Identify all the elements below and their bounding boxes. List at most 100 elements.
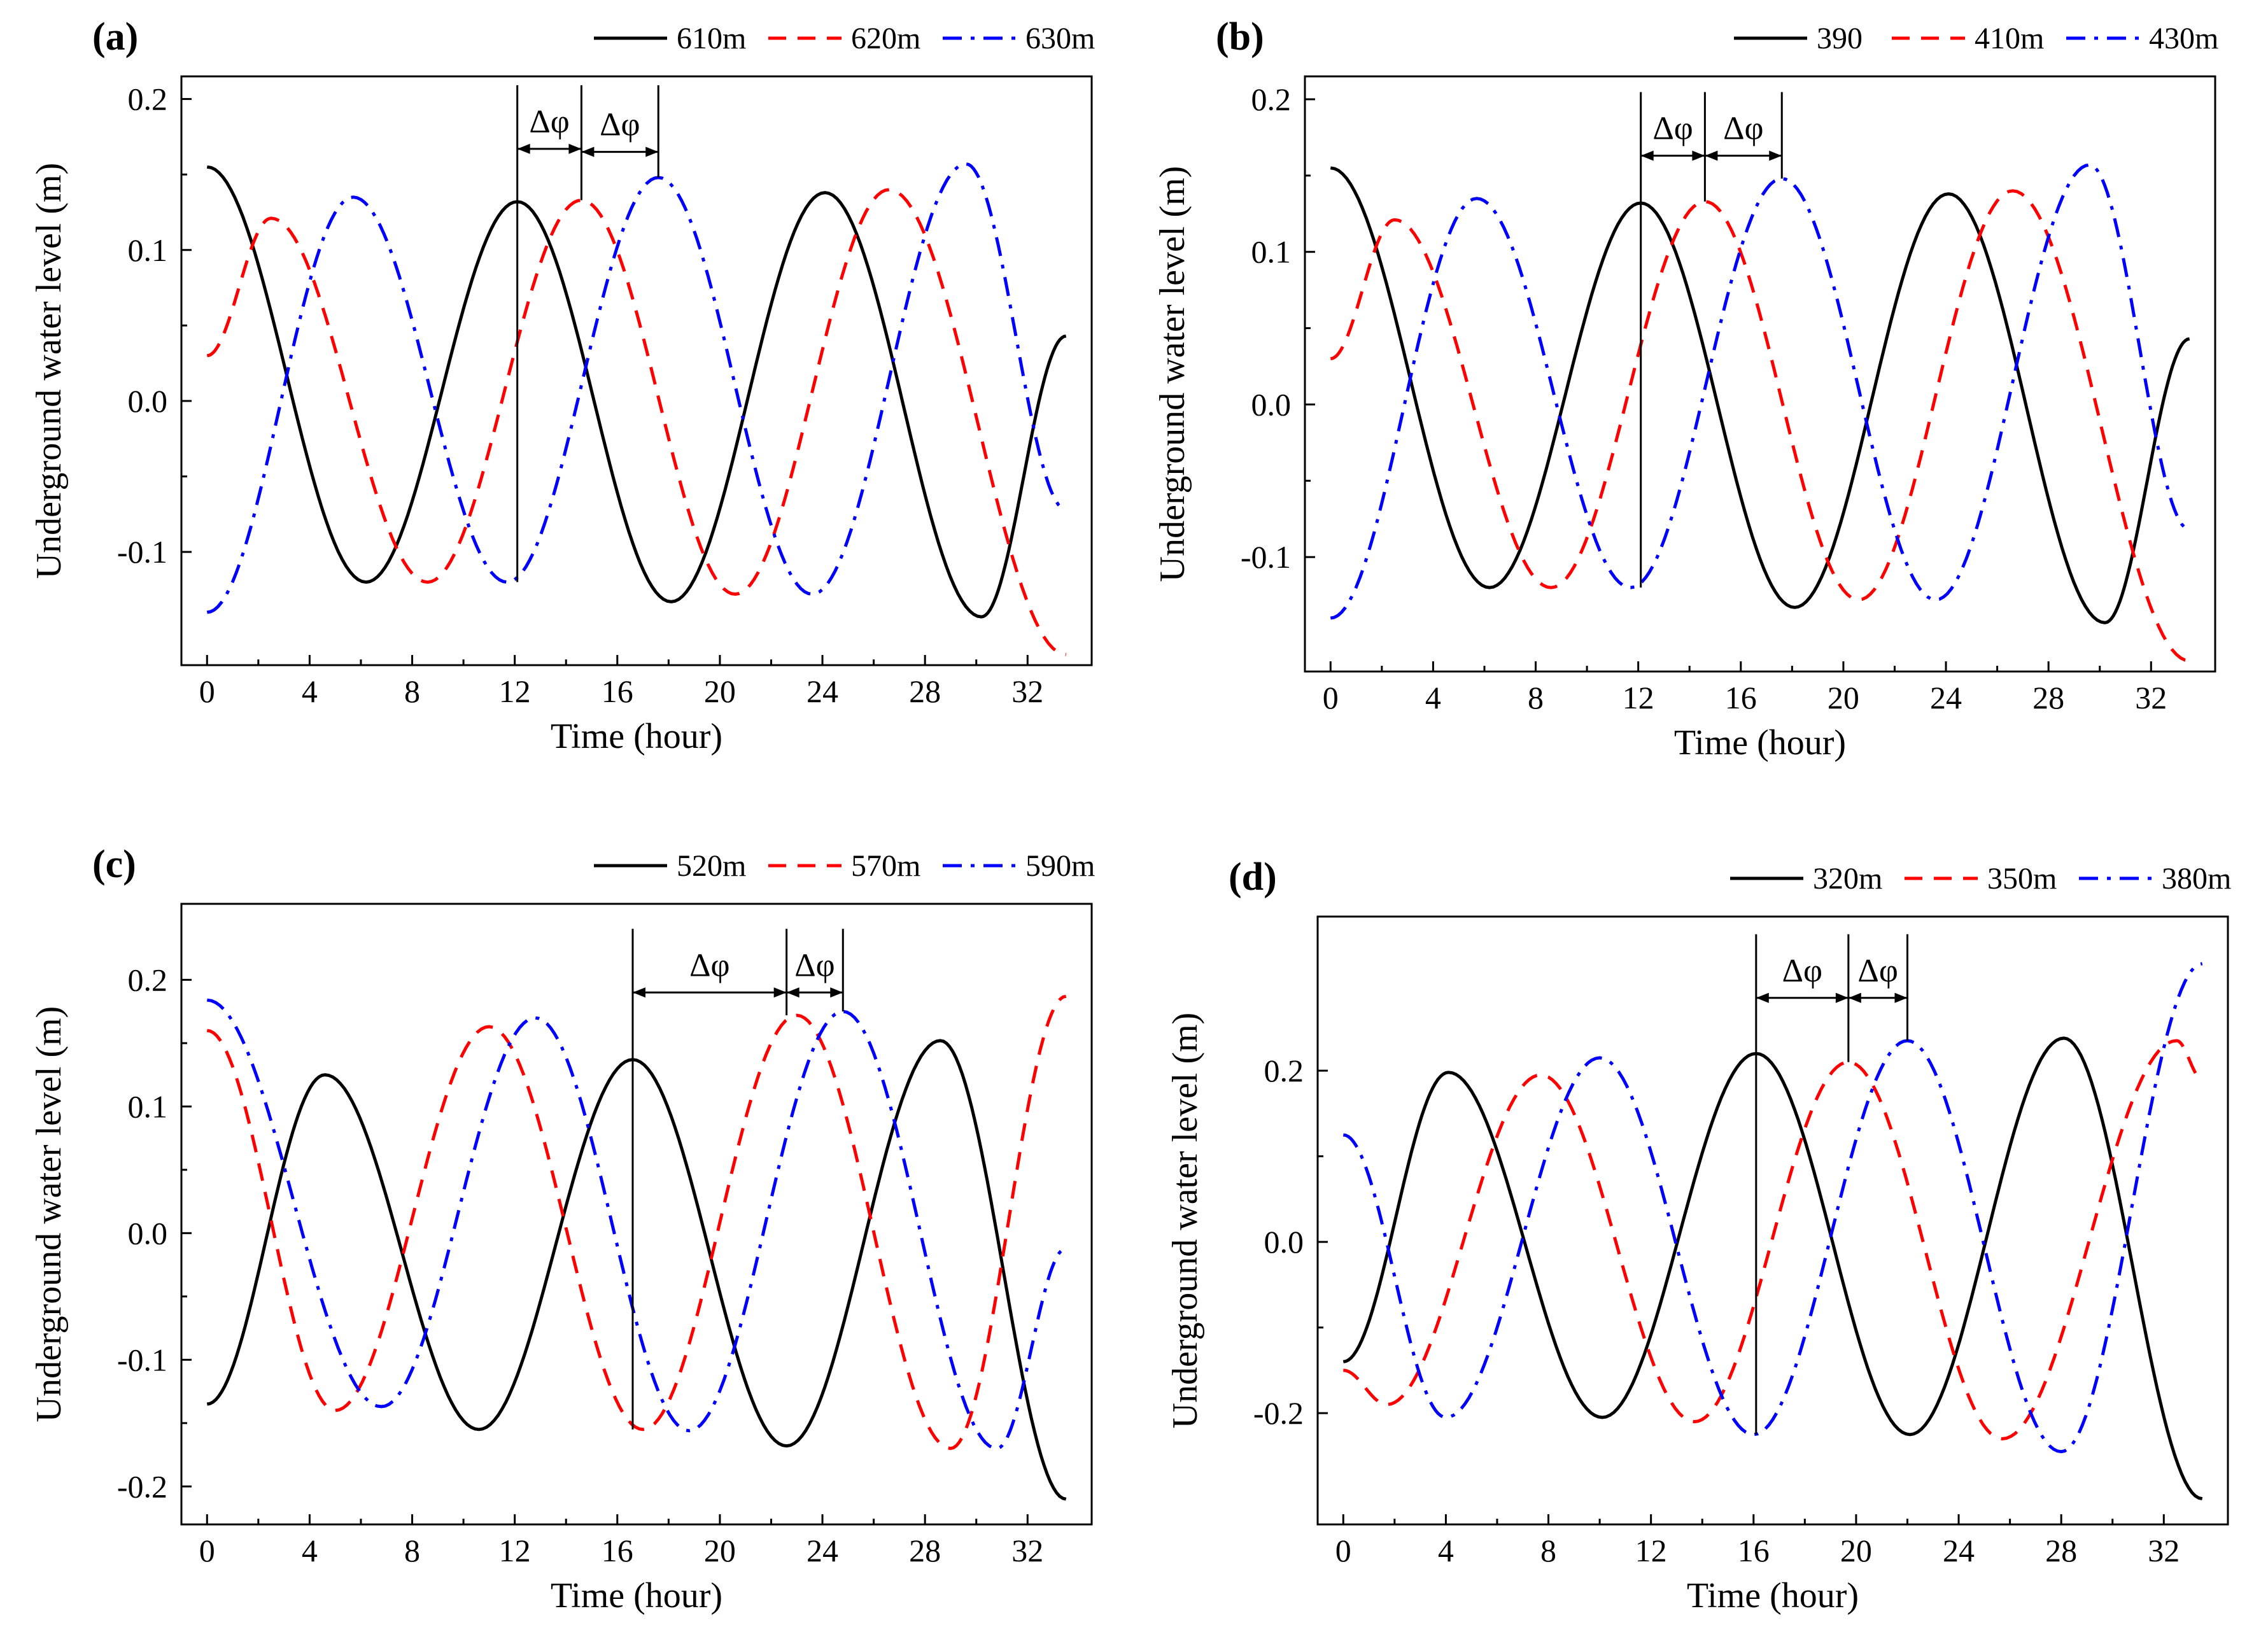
legend-label: 630m (1025, 22, 1095, 55)
legend-label: 390 (1817, 22, 1863, 55)
x-tick-label: 24 (806, 1533, 838, 1568)
arrow-head (1640, 150, 1654, 161)
x-tick-label: 28 (2032, 680, 2064, 715)
x-tick-label: 24 (1930, 680, 1962, 715)
legend-label: 520m (677, 849, 746, 883)
x-tick-label: 8 (1528, 680, 1544, 715)
y-tick-label: 0.0 (128, 1215, 168, 1251)
arrow-head (581, 146, 595, 157)
x-tick-label: 20 (704, 1533, 736, 1568)
series-line-320m (1342, 1036, 2203, 1501)
x-tick-label: 32 (2135, 680, 2167, 715)
arrow-head (632, 987, 645, 998)
x-tick-label: 4 (1438, 1533, 1454, 1568)
x-tick-label: 16 (1738, 1533, 1770, 1568)
y-tick-label: -0.1 (117, 534, 167, 570)
y-tick-label: 0.2 (1264, 1053, 1304, 1088)
x-tick-label: 4 (1425, 680, 1441, 715)
x-tick-label: 0 (1335, 1533, 1351, 1568)
x-axis-title: Time (hour) (1687, 1576, 1859, 1615)
arrow-head (830, 987, 843, 998)
y-axis-title: Underground water level (m) (29, 1006, 69, 1423)
delta-phi-label: Δφ (1782, 953, 1822, 989)
y-tick-label: -0.1 (1241, 539, 1291, 575)
series-group (206, 162, 1067, 656)
chart-panel: 0 4 8 12 16 20 24 28 32 -0.2 -0.1 0.0 0.1 0.2 Time (ho… (29, 843, 1095, 1615)
arrow-head (568, 143, 582, 154)
legend-label: 350m (1987, 862, 2057, 896)
legend-label: 410m (1975, 22, 2044, 55)
legend-label: 380m (2162, 862, 2231, 896)
x-tick-label: 0 (199, 673, 215, 709)
x-tick-label: 20 (1828, 680, 1859, 715)
x-tick-label: 32 (1011, 673, 1043, 709)
y-tick-label: 0.2 (128, 962, 168, 997)
series-group (1330, 163, 2190, 663)
legend-label: 430m (2149, 22, 2218, 55)
y-tick-label: -0.2 (117, 1468, 167, 1504)
plot-frame (1316, 915, 2229, 1526)
plot-frame (180, 75, 1093, 666)
series-line-520m (206, 1039, 1067, 1501)
series-line-380m (1342, 962, 2203, 1454)
arrow-head (1894, 992, 1908, 1003)
x-tick-label: 4 (302, 673, 318, 709)
y-tick-label: -0.1 (117, 1342, 167, 1377)
x-tick-label: 0 (1323, 680, 1339, 715)
delta-phi-label: Δφ (600, 107, 640, 143)
y-tick-label: 0.0 (128, 383, 168, 419)
x-axis-title: Time (hour) (551, 1576, 722, 1615)
series-group (1342, 962, 2204, 1501)
delta-phi-label: Δφ (1723, 111, 1763, 147)
arrow-head (786, 987, 799, 998)
x-tick-label: 28 (909, 1533, 941, 1568)
series-line-620m (206, 188, 1067, 656)
y-axis-title: Underground water level (m) (1166, 1013, 1205, 1429)
panel-label: (c) (92, 843, 136, 886)
plot-frame (180, 903, 1093, 1526)
x-tick-label: 12 (499, 673, 531, 709)
series-line-390 (1330, 166, 2190, 624)
legend-label: 320m (1813, 862, 1882, 896)
series-line-410m (1330, 189, 2190, 663)
series-line-430m (1330, 163, 2190, 620)
chart-panel: 0 4 8 12 16 20 24 28 32 -0.2 0.0 0.2 Time (hour) Unde… (1166, 855, 2231, 1615)
panel-label: (b) (1216, 15, 1264, 59)
x-tick-label: 12 (1623, 680, 1654, 715)
arrow-head (1705, 150, 1718, 161)
legend-label: 590m (1025, 849, 1095, 883)
series-line-610m (206, 165, 1067, 619)
arrow-head (1692, 150, 1705, 161)
arrow-head (1769, 150, 1782, 161)
y-tick-label: -0.2 (1253, 1395, 1304, 1431)
y-tick-label: 0.0 (1264, 1224, 1304, 1260)
arrow-head (1756, 992, 1769, 1003)
x-tick-label: 16 (602, 673, 633, 709)
x-tick-label: 8 (1540, 1533, 1556, 1568)
x-tick-label: 8 (404, 673, 420, 709)
y-tick-label: 0.1 (128, 1088, 168, 1124)
y-tick-label: 0.2 (1251, 81, 1292, 117)
arrow-head (1835, 992, 1849, 1003)
x-tick-label: 28 (909, 673, 941, 709)
x-tick-label: 4 (302, 1533, 318, 1568)
x-tick-label: 16 (602, 1533, 633, 1568)
legend-label: 570m (851, 849, 920, 883)
x-tick-label: 16 (1725, 680, 1757, 715)
x-tick-label: 32 (2148, 1533, 2180, 1568)
delta-phi-label: Δφ (529, 104, 569, 140)
x-axis-title: Time (hour) (551, 717, 722, 756)
x-axis-title: Time (hour) (1674, 723, 1846, 763)
y-tick-label: 0.1 (128, 232, 168, 268)
plot-frame (1304, 75, 2216, 673)
series-group (206, 994, 1067, 1501)
x-tick-label: 12 (1635, 1533, 1667, 1568)
chart-panel: 0 4 8 12 16 20 24 28 32 -0.1 0.0 0.1 0.2 Time (hour) U… (29, 15, 1095, 756)
delta-phi-label: Δφ (794, 947, 835, 983)
panel-label: (a) (92, 15, 138, 59)
y-tick-label: 0.2 (128, 81, 168, 117)
x-tick-label: 32 (1011, 1533, 1043, 1568)
x-tick-label: 24 (806, 673, 838, 709)
x-tick-label: 28 (2045, 1533, 2077, 1568)
delta-phi-label: Δφ (1857, 953, 1898, 989)
